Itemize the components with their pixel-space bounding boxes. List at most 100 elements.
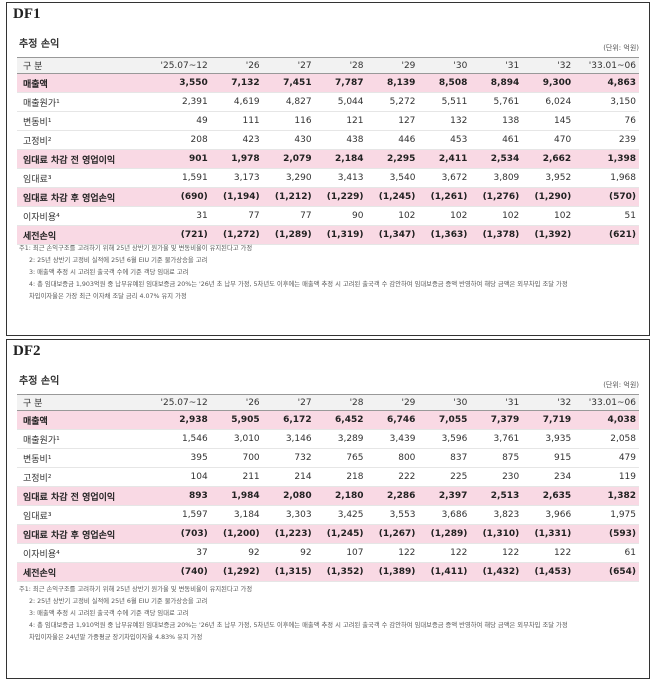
row-label: 임대료 차감 전 영업이익 (17, 149, 146, 169)
table-title: 추정 손익 (19, 376, 60, 387)
cell: 7,787 (314, 73, 367, 93)
cell: 3,289 (314, 429, 367, 449)
table-row: 매출액 2,938 5,905 6,172 6,452 6,746 7,055 7,379 7,… (17, 410, 639, 430)
note: 2: 25년 상반기 고정비 실적에 25년 6월 EIU 기준 물가상승을 고… (29, 598, 208, 605)
cell: 77 (262, 206, 315, 226)
cell: 31 (146, 206, 211, 226)
header-cell: '26 (210, 394, 263, 411)
header-cell: '26 (210, 57, 263, 74)
cell: 7,719 (522, 410, 575, 430)
cell: 2,058 (574, 429, 639, 449)
cell: 2,411 (418, 149, 471, 169)
table-row: 임대료 차감 후 영업손익 (703) (1,200) (1,223) (1,245)(… (17, 524, 639, 544)
cell: 7,132 (210, 73, 263, 93)
cell: (1,315) (262, 562, 315, 582)
cell: (1,310) (470, 524, 523, 544)
cell: (1,245) (314, 524, 367, 544)
row-label: 매출원가¹ (17, 92, 146, 112)
cell: 121 (314, 111, 367, 131)
cell: 49 (146, 111, 211, 131)
cell: 2,184 (314, 149, 367, 169)
cell: 7,055 (418, 410, 471, 430)
cell: (1,290) (522, 187, 575, 207)
cell: (1,292) (210, 562, 263, 582)
cell: 37 (146, 543, 211, 563)
table-row: 매출원가¹ 2,391 4,619 4,827 5,044 5,272 5,511 5,761… (17, 92, 639, 112)
cell: (593) (574, 524, 639, 544)
cell: 1,382 (574, 486, 639, 506)
panel-label: DF1 (13, 6, 41, 22)
cell: 9,300 (522, 73, 575, 93)
header-cell: '33.01~06 (574, 394, 639, 411)
cell: (1,363) (418, 225, 471, 245)
cell: 122 (470, 543, 523, 563)
cell: 90 (314, 206, 367, 226)
cell: (654) (574, 562, 639, 582)
cell: 3,540 (366, 168, 419, 188)
header-cell: 구 분 (17, 394, 146, 411)
cell: 2,180 (314, 486, 367, 506)
cell: 3,672 (418, 168, 471, 188)
header-cell: '27 (262, 394, 315, 411)
header-cell: 구 분 (17, 57, 146, 74)
cell: (621) (574, 225, 639, 245)
cell: (1,267) (366, 524, 419, 544)
note: 3: 매출액 추정 시 고려된 출국객 수에 기준 객당 임대료 고려 (29, 610, 189, 617)
cell: 211 (210, 467, 263, 487)
table-row: 세전손익 (740) (1,292) (1,315) (1,352) (1,389) (1,… (17, 562, 639, 582)
cell: 765 (314, 448, 367, 468)
cell: (703) (146, 524, 211, 544)
cell: 208 (146, 130, 211, 150)
cell: 3,761 (470, 429, 523, 449)
note: 3: 매출액 추정 시 고려된 출국객 수에 기준 객당 임대료 고려 (29, 269, 189, 276)
header-row: 구 분 '25.07~12'26'27'28'29'30'31'32'33.01~… (17, 394, 639, 411)
cell: 2,079 (262, 149, 315, 169)
header-cell: '29 (366, 57, 419, 74)
cell: 3,146 (262, 429, 315, 449)
table-row: 임대료 차감 전 영업이익 893 1,984 2,080 2,180 2,286 2,39… (17, 486, 639, 506)
cell: 5,511 (418, 92, 471, 112)
cell: 430 (262, 130, 315, 150)
cell: (690) (146, 187, 211, 207)
cell: (1,352) (314, 562, 367, 582)
row-label: 임대료 차감 후 영업손익 (17, 187, 146, 207)
header-cell: '31 (470, 57, 523, 74)
cell: (1,319) (314, 225, 367, 245)
header-cell: '28 (314, 394, 367, 411)
header-cell: '30 (418, 394, 471, 411)
cell: 122 (418, 543, 471, 563)
cell: 132 (418, 111, 471, 131)
cell: 122 (522, 543, 575, 563)
cell: 76 (574, 111, 639, 131)
cell: 423 (210, 130, 263, 150)
header-row: 구 분 '25.07~12'26'27'28'29'30'31'32'33.01~… (17, 57, 639, 74)
cell: 2,391 (146, 92, 211, 112)
table: 구 분 '25.07~12'26'27'28'29'30'31'32'33.01~… (17, 394, 639, 582)
cell: 3,686 (418, 505, 471, 525)
cell: (1,212) (262, 187, 315, 207)
cell: 7,451 (262, 73, 315, 93)
notes: 주1: 최근 손익구조를 고려하기 위해 25년 상반기 원가율 및 변동비율이… (19, 243, 639, 303)
cell: 222 (366, 467, 419, 487)
cell: 1,984 (210, 486, 263, 506)
cell: 4,863 (574, 73, 639, 93)
row-label: 이자비용⁴ (17, 543, 146, 563)
cell: 102 (418, 206, 471, 226)
note: 4: 총 임대보증금 1,903억원 중 납부유예된 임대보증금 20%는 '2… (29, 281, 568, 288)
cell: 2,286 (366, 486, 419, 506)
cell: 3,952 (522, 168, 575, 188)
cell: (1,223) (262, 524, 315, 544)
cell: (1,411) (418, 562, 471, 582)
header-cell: '32 (522, 57, 575, 74)
cell: (1,432) (470, 562, 523, 582)
cell: 3,935 (522, 429, 575, 449)
row-label: 매출액 (17, 410, 146, 430)
table-row: 임대료³ 1,591 3,173 3,290 3,413 3,540 3,672 3,809 3… (17, 168, 639, 188)
panel: DF2 추정 손익 (단위: 억원) 구 분 '25.07~12'26'27'28'29… (6, 339, 650, 679)
note: 4: 총 임대보증금 1,910억원 중 납부유예된 임대보증금 20%는 '2… (29, 622, 568, 629)
header-cell: '30 (418, 57, 471, 74)
cell: 5,272 (366, 92, 419, 112)
cell: (1,245) (366, 187, 419, 207)
cell: (1,347) (366, 225, 419, 245)
cell: (740) (146, 562, 211, 582)
